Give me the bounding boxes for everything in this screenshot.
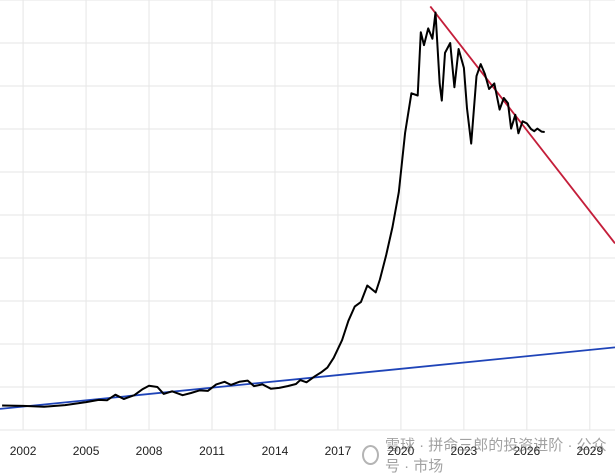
price-line bbox=[2, 11, 545, 408]
chart-grid bbox=[0, 0, 615, 431]
x-tick-label: 2011 bbox=[199, 444, 225, 458]
x-tick-label: 2008 bbox=[136, 444, 163, 458]
x-tick-label: 2020 bbox=[388, 444, 415, 458]
x-tick-label: 2026 bbox=[513, 444, 540, 458]
support-trend-line bbox=[0, 346, 615, 410]
x-tick-label: 2023 bbox=[451, 444, 478, 458]
wechat-icon bbox=[362, 445, 379, 465]
x-tick-label: 2014 bbox=[262, 444, 289, 458]
watermark: 雪球 · 拼命三郎的投资进阶 · 公众号 · 市场 bbox=[362, 437, 612, 475]
x-axis-ticks: 2002 2005 2008 2011 2014 2017 2020 2023 2026 2029 bbox=[10, 444, 604, 458]
x-tick-label: 2005 bbox=[73, 444, 100, 458]
watermark-text: 雪球 · 拼命三郎的投资进阶 · 公众号 · 市场 bbox=[384, 437, 607, 475]
chart-series bbox=[0, 5, 615, 410]
x-tick-label: 2017 bbox=[325, 444, 352, 458]
resistance-trend-line bbox=[429, 5, 615, 244]
x-tick-label: 2002 bbox=[10, 444, 37, 458]
x-tick-label: 2029 bbox=[576, 444, 603, 458]
